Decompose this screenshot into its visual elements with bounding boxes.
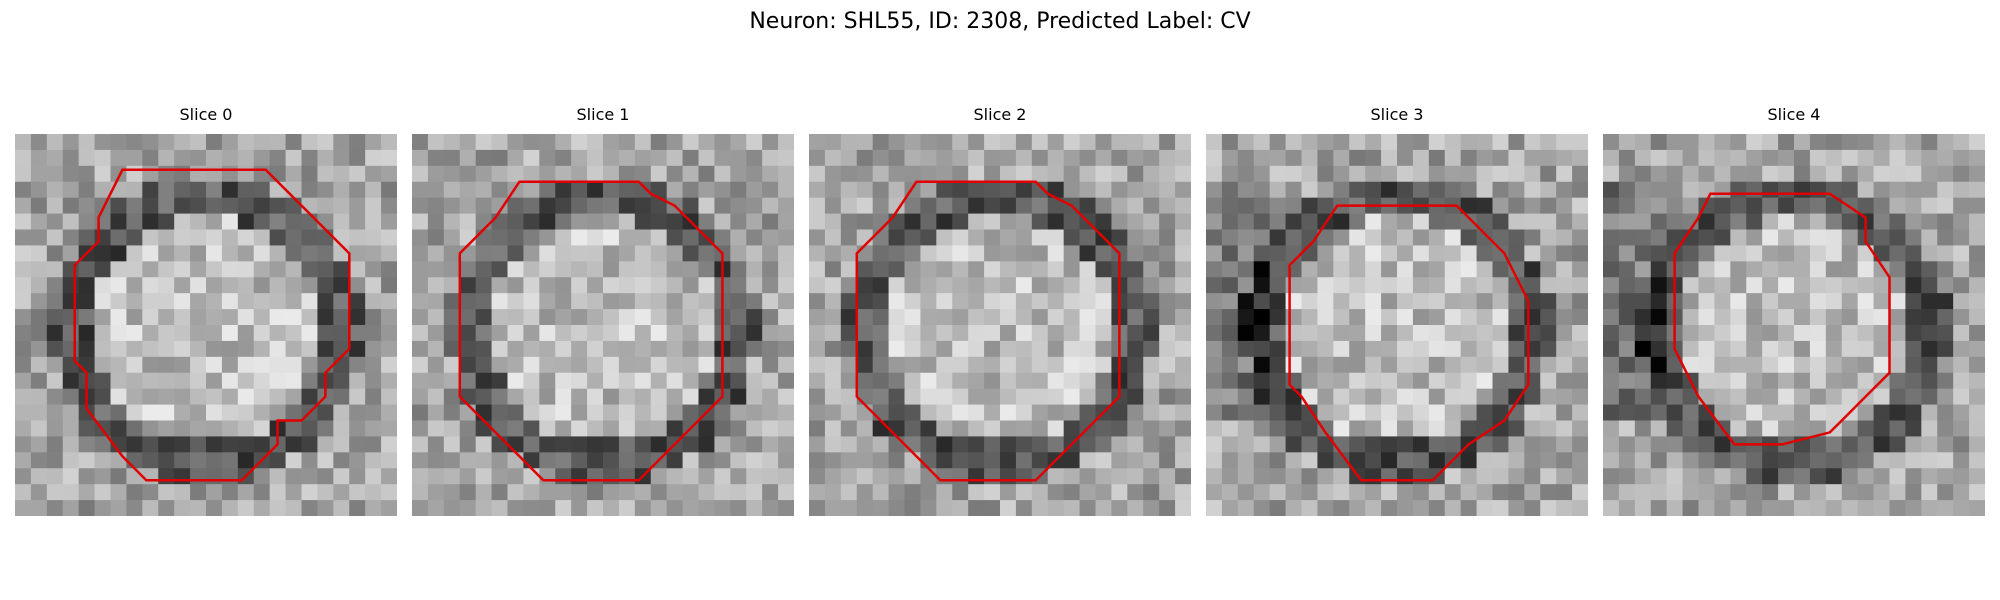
- slice-title-2: Slice 2: [973, 105, 1027, 124]
- slice-title-4: Slice 4: [1767, 105, 1821, 124]
- contour-3: [1288, 204, 1530, 482]
- contour-0: [73, 168, 351, 482]
- slice-title-0: Slice 0: [179, 105, 233, 124]
- contour-1: [458, 180, 724, 482]
- slice-svg-4: [1603, 134, 1985, 516]
- slice-image-0: [15, 134, 397, 516]
- slice-svg-3: [1206, 134, 1588, 516]
- figure-title: Neuron: SHL55, ID: 2308, Predicted Label…: [749, 9, 1251, 34]
- slice-svg-0: [15, 134, 397, 516]
- slice-panel-4: Slice 4: [1603, 104, 1985, 516]
- contour-2: [855, 180, 1121, 482]
- slice-svg-2: [809, 134, 1191, 516]
- slice-panel-0: Slice 0: [15, 104, 397, 516]
- slice-image-4: [1603, 134, 1985, 516]
- slice-title-1: Slice 1: [576, 105, 630, 124]
- slice-panel-2: Slice 2: [809, 104, 1191, 516]
- slice-svg-1: [412, 134, 794, 516]
- slice-image-1: [412, 134, 794, 516]
- slice-title-3: Slice 3: [1370, 105, 1424, 124]
- slice-panel-3: Slice 3: [1206, 104, 1588, 516]
- contour-4: [1673, 192, 1891, 446]
- slice-image-3: [1206, 134, 1588, 516]
- slice-panel-1: Slice 1: [412, 104, 794, 516]
- slice-image-2: [809, 134, 1191, 516]
